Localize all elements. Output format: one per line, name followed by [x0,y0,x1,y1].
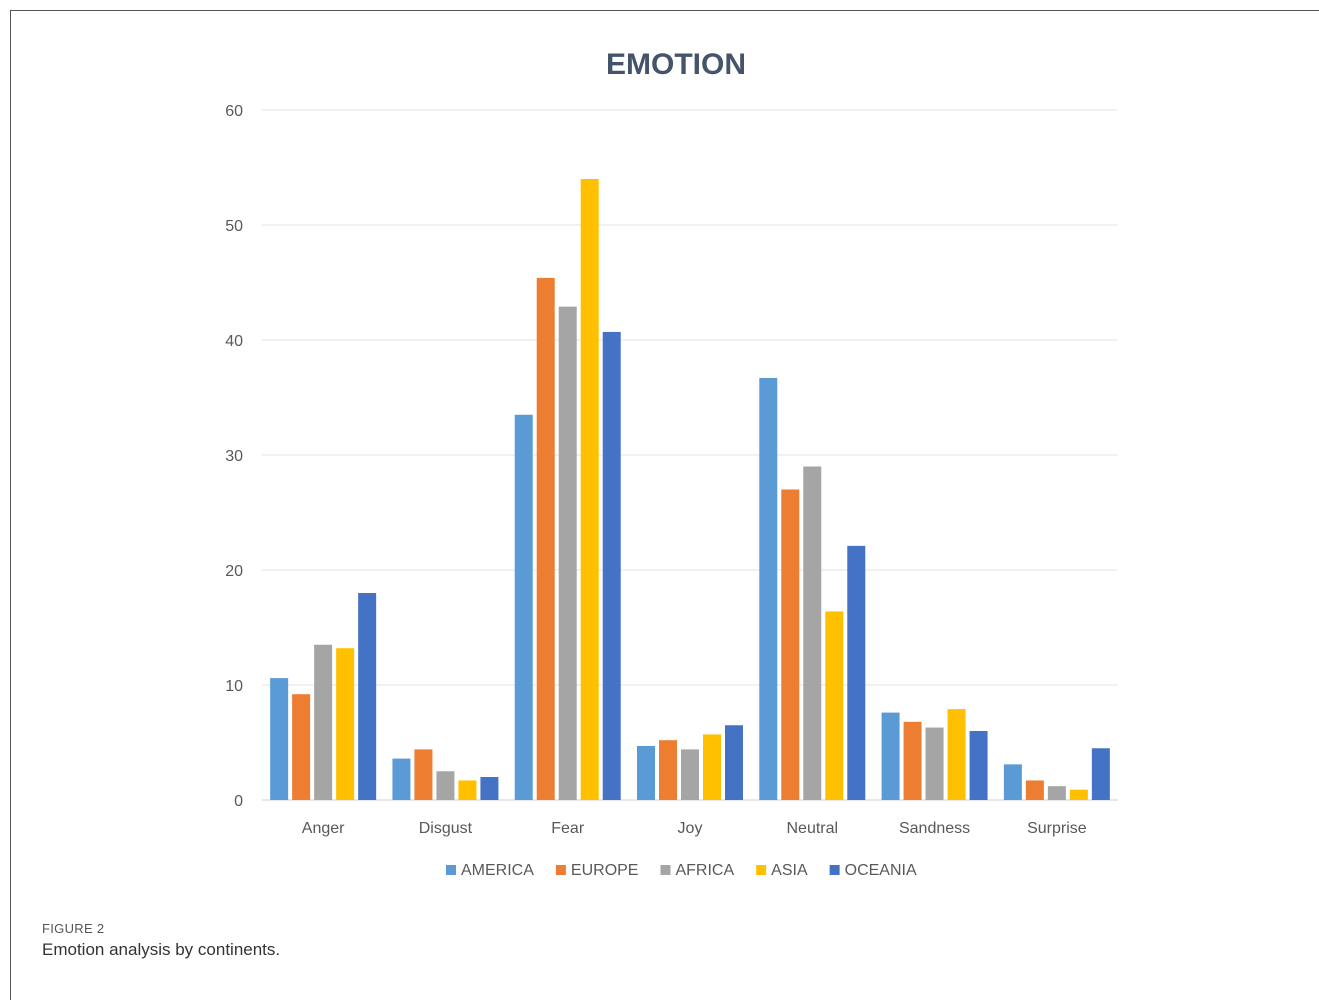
bar-asia-disgust [458,780,477,800]
y-tick-label: 0 [234,793,243,810]
x-tick-label: Fear [551,820,585,837]
gridlines [262,109,1118,801]
y-axis-ticks: 0 10 20 30 40 50 60 [225,103,243,810]
x-tick-label: Neutral [786,820,838,837]
x-tick-label: Disgust [419,820,473,837]
y-tick-label: 40 [225,333,243,350]
x-tick-label: Sandness [899,820,970,837]
bar-oceania-neutral [847,545,866,800]
bar-africa-anger [314,644,333,800]
bar-america-neutral [759,377,778,800]
bar-europe-neutral [781,489,800,800]
bar-oceania-disgust [480,777,499,800]
x-tick-label: Surprise [1027,820,1087,837]
figure-frame [10,10,1319,1000]
y-tick-label: 60 [225,103,243,120]
bar-america-sandness [881,712,900,800]
legend-label-europe: EUROPE [571,862,639,879]
bar-asia-joy [703,734,721,800]
y-tick-label: 20 [225,563,243,580]
bar-oceania-joy [725,725,743,800]
bar-europe-fear [536,277,555,800]
bar-africa-sandness [925,727,944,800]
bars [270,179,1110,800]
legend-label-asia: ASIA [771,862,808,879]
bar-africa-neutral [803,466,822,800]
bar-africa-disgust [436,771,455,800]
bar-america-joy [637,745,655,800]
bar-america-disgust [392,758,411,800]
bar-africa-fear [558,306,577,800]
bar-europe-anger [292,694,311,800]
bar-asia-fear [580,179,599,800]
x-axis-ticks: Anger Disgust Fear Joy Neutral Sandness Surpri… [302,820,1087,837]
legend-swatch-oceania [829,865,840,875]
bar-europe-joy [659,740,677,800]
bar-europe-sandness [903,721,922,800]
legend-swatch-asia [756,865,767,875]
bar-america-surprise [1003,764,1022,800]
bar-asia-sandness [947,709,966,800]
bar-europe-surprise [1025,780,1044,800]
bar-asia-surprise [1069,789,1088,800]
emotion-chart: EMOTION 0 10 20 30 40 50 60 Anger Disgust Fear Jo… [225,48,1118,879]
legend-label-africa: AFRICA [675,862,734,879]
bar-oceania-sandness [969,731,988,800]
legend-swatch-africa [660,865,671,875]
legend-swatch-europe [555,865,566,875]
bar-asia-anger [336,648,355,800]
chart-title: EMOTION [606,48,746,81]
bar-africa-surprise [1047,786,1066,800]
bar-america-fear [514,414,533,800]
x-tick-label: Joy [678,820,703,837]
legend-label-oceania: OCEANIA [845,862,917,879]
bar-europe-disgust [414,749,433,800]
legend-swatch-america [446,865,456,875]
bar-asia-neutral [825,611,844,800]
y-tick-label: 30 [225,448,243,465]
bar-oceania-surprise [1091,748,1110,800]
y-tick-label: 50 [225,218,243,235]
x-tick-label: Anger [302,820,345,837]
legend: AMERICA EUROPE AFRICA ASIA OCEANIA [446,862,917,879]
bar-america-anger [270,678,289,800]
bar-africa-joy [681,749,699,800]
legend-label-america: AMERICA [461,862,534,879]
figure-label: FIGURE 2 [42,921,105,936]
y-tick-label: 10 [225,678,243,695]
figure-caption: Emotion analysis by continents. [42,940,281,959]
bar-oceania-fear [602,331,621,800]
bar-oceania-anger [358,593,377,800]
